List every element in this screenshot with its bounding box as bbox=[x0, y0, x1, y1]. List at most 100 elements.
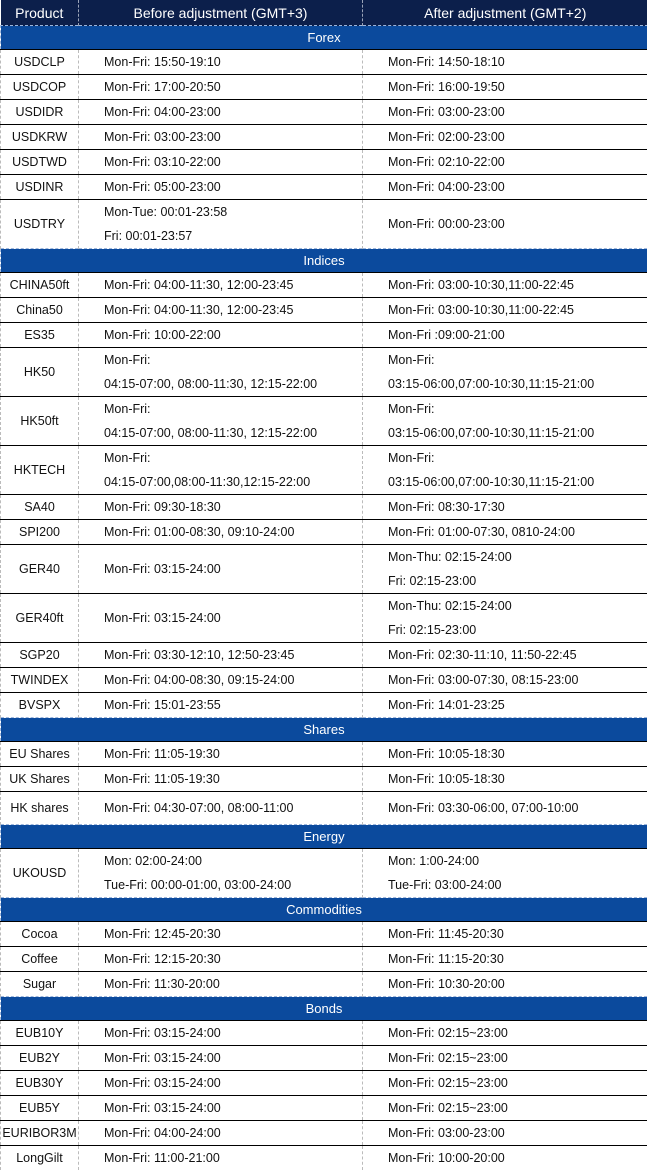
after-hours-cell: Mon-Fri: 02:10-22:00 bbox=[363, 150, 647, 175]
hours-line: Mon-Fri: 10:05-18:30 bbox=[388, 742, 647, 766]
after-hours-cell: Mon-Fri: 02:30-11:10, 11:50-22:45 bbox=[363, 643, 647, 668]
before-hours-cell: Mon-Fri: 05:00-23:00 bbox=[79, 175, 363, 200]
product-cell: USDTRY bbox=[1, 200, 79, 249]
hours-line: Fri: 00:01-23:57 bbox=[104, 224, 362, 248]
hours-line: Tue-Fri: 03:00-24:00 bbox=[388, 873, 647, 897]
before-hours-cell: Mon-Fri: 09:30-18:30 bbox=[79, 495, 363, 520]
hours-line: Mon: 1:00-24:00 bbox=[388, 849, 647, 873]
before-hours-cell: Mon-Fri: 03:15-24:00 bbox=[79, 1021, 363, 1046]
product-cell: ES35 bbox=[1, 323, 79, 348]
hours-line: Mon-Fri: 03:15-24:00 bbox=[104, 1021, 362, 1045]
product-cell: CHINA50ft bbox=[1, 273, 79, 298]
before-hours-cell: Mon-Fri: 10:00-22:00 bbox=[79, 323, 363, 348]
before-hours-cell: Mon-Fri: 03:00-23:00 bbox=[79, 125, 363, 150]
hours-line: Mon-Fri: 04:00-23:00 bbox=[104, 100, 362, 124]
before-hours-cell: Mon-Fri: 03:30-12:10, 12:50-23:45 bbox=[79, 643, 363, 668]
hours-line: Mon-Fri: 10:05-18:30 bbox=[388, 767, 647, 791]
hours-line: Mon-Fri: 04:30-07:00, 08:00-11:00 bbox=[104, 796, 362, 820]
hours-line: Fri: 02:15-23:00 bbox=[388, 618, 647, 642]
product-cell: GER40 bbox=[1, 545, 79, 594]
hours-line: Mon-Fri: 16:00-19:50 bbox=[388, 75, 647, 99]
before-hours-cell: Mon-Fri: 11:05-19:30 bbox=[79, 767, 363, 792]
table-row: USDIDR Mon-Fri: 04:00-23:00 Mon-Fri: 03:00… bbox=[1, 100, 647, 125]
before-hours-cell: Mon-Fri: 11:00-21:00 bbox=[79, 1146, 363, 1170]
product-cell: USDINR bbox=[1, 175, 79, 200]
header-product: Product bbox=[1, 0, 79, 26]
hours-line: Mon-Fri: 03:00-23:00 bbox=[388, 100, 647, 124]
after-hours-cell: Mon-Fri:03:15-06:00,07:00-10:30,11:15-21… bbox=[363, 397, 647, 446]
hours-line: Mon-Fri: 04:00-23:00 bbox=[388, 175, 647, 199]
after-hours-cell: Mon-Fri: 02:15~23:00 bbox=[363, 1021, 647, 1046]
product-cell: UK Shares bbox=[1, 767, 79, 792]
hours-line: Mon-Fri: 02:15~23:00 bbox=[388, 1096, 647, 1120]
section-header-row: Indices bbox=[1, 249, 647, 273]
product-cell: China50 bbox=[1, 298, 79, 323]
after-hours-cell: Mon-Fri: 00:00-23:00 bbox=[363, 200, 647, 249]
after-hours-cell: Mon-Fri: 16:00-19:50 bbox=[363, 75, 647, 100]
product-cell: GER40ft bbox=[1, 594, 79, 643]
product-cell: TWINDEX bbox=[1, 668, 79, 693]
before-hours-cell: Mon-Fri: 04:00-11:30, 12:00-23:45 bbox=[79, 273, 363, 298]
hours-line: 04:15-07:00, 08:00-11:30, 12:15-22:00 bbox=[104, 421, 362, 445]
product-cell: USDCLP bbox=[1, 50, 79, 75]
hours-line: Mon-Fri: 03:15-24:00 bbox=[104, 557, 362, 581]
hours-line: Mon-Fri: 04:00-11:30, 12:00-23:45 bbox=[104, 273, 362, 297]
after-hours-cell: Mon-Fri: 03:00-10:30,11:00-22:45 bbox=[363, 273, 647, 298]
hours-line: Mon-Fri: 17:00-20:50 bbox=[104, 75, 362, 99]
hours-line: Mon-Fri: 11:45-20:30 bbox=[388, 922, 647, 946]
hours-line: Mon-Fri: 02:15~23:00 bbox=[388, 1071, 647, 1095]
product-cell: BVSPX bbox=[1, 693, 79, 718]
before-hours-cell: Mon-Fri: 01:00-08:30, 09:10-24:00 bbox=[79, 520, 363, 545]
after-hours-cell: Mon-Fri: 01:00-07:30, 0810-24:00 bbox=[363, 520, 647, 545]
before-hours-cell: Mon-Fri: 12:15-20:30 bbox=[79, 947, 363, 972]
hours-line: Mon-Fri: 03:00-10:30,11:00-22:45 bbox=[388, 298, 647, 322]
hours-line: Mon-Fri: 02:00-23:00 bbox=[388, 125, 647, 149]
product-cell: Coffee bbox=[1, 947, 79, 972]
section-title: Shares bbox=[1, 718, 647, 742]
hours-line: Mon-Fri: 11:00-21:00 bbox=[104, 1146, 362, 1170]
before-hours-cell: Mon-Fri: 04:00-23:00 bbox=[79, 100, 363, 125]
hours-line: Mon-Fri: 10:00-22:00 bbox=[104, 323, 362, 347]
hours-line: Mon-Fri: 03:00-10:30,11:00-22:45 bbox=[388, 273, 647, 297]
before-hours-cell: Mon-Fri: 03:10-22:00 bbox=[79, 150, 363, 175]
hours-line: Mon-Fri: 01:00-08:30, 09:10-24:00 bbox=[104, 520, 362, 544]
product-cell: USDIDR bbox=[1, 100, 79, 125]
before-hours-cell: Mon-Fri: 04:00-08:30, 09:15-24:00 bbox=[79, 668, 363, 693]
table-row: Coffee Mon-Fri: 12:15-20:30 Mon-Fri: 11:15… bbox=[1, 947, 647, 972]
after-hours-cell: Mon-Fri:03:15-06:00,07:00-10:30,11:15-21… bbox=[363, 348, 647, 397]
section-title: Commodities bbox=[1, 898, 647, 922]
hours-line: Mon-Fri: 11:05-19:30 bbox=[104, 767, 362, 791]
header-after: After adjustment (GMT+2) bbox=[363, 0, 647, 26]
before-hours-cell: Mon-Fri: 03:15-24:00 bbox=[79, 1071, 363, 1096]
header-before: Before adjustment (GMT+3) bbox=[79, 0, 363, 26]
hours-line: Mon-Fri: 03:10-22:00 bbox=[104, 150, 362, 174]
before-hours-cell: Mon-Fri: 04:00-11:30, 12:00-23:45 bbox=[79, 298, 363, 323]
hours-line: Mon-Fri: 12:15-20:30 bbox=[104, 947, 362, 971]
hours-line: 03:15-06:00,07:00-10:30,11:15-21:00 bbox=[388, 372, 647, 396]
table-row: CHINA50ft Mon-Fri: 04:00-11:30, 12:00-23:… bbox=[1, 273, 647, 298]
hours-line: Mon-Fri: 08:30-17:30 bbox=[388, 495, 647, 519]
hours-line: Mon-Fri: 14:01-23:25 bbox=[388, 693, 647, 717]
table-header: Product Before adjustment (GMT+3) After … bbox=[1, 0, 647, 26]
after-hours-cell: Mon-Fri: 14:01-23:25 bbox=[363, 693, 647, 718]
after-hours-cell: Mon-Fri: 14:50-18:10 bbox=[363, 50, 647, 75]
before-hours-cell: Mon-Fri: 04:30-07:00, 08:00-11:00 bbox=[79, 792, 363, 825]
before-hours-cell: Mon-Fri:04:15-07:00, 08:00-11:30, 12:15-… bbox=[79, 348, 363, 397]
hours-line: Mon-Fri: 14:50-18:10 bbox=[388, 50, 647, 74]
hours-line: Mon-Fri: 11:15-20:30 bbox=[388, 947, 647, 971]
product-cell: HKTECH bbox=[1, 446, 79, 495]
